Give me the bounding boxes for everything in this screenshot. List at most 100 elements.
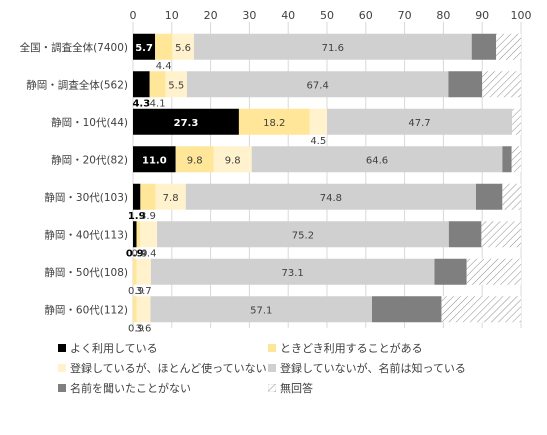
data-label: 4.4 [141,248,157,259]
bar-segment [251,146,503,173]
legend-item-never-heard: 名前を聞いたことがない [58,380,268,396]
bar-segment [482,71,521,98]
legend-swatch [58,384,66,392]
bar-segment [213,146,252,173]
data-label: 71.6 [322,43,344,54]
x-tick-label: 60 [359,9,373,22]
category-label: 静岡・10代(44) [51,116,128,129]
x-tick-label: 0 [130,9,137,22]
data-label: 3.7 [136,286,152,297]
x-tick-label: 30 [242,9,256,22]
bar-segment [481,221,521,248]
x-tick-label: 40 [281,9,295,22]
x-tick-label: 80 [436,9,450,22]
data-label: 7.8 [163,193,179,204]
legend-swatch [58,344,66,352]
legend-item-no-answer: 無回答 [268,380,538,396]
bar-segment [140,183,156,210]
data-label: 5.6 [175,43,191,54]
legend-label: ときどき利用することがある [280,342,423,355]
bar-segment [496,33,521,60]
category-label: 静岡・50代(108) [44,266,128,279]
bar-segment [136,296,151,323]
data-label: 67.4 [307,80,329,91]
data-label: 3.6 [136,323,152,334]
data-label: 5.7 [135,43,153,54]
bar-segment [372,296,442,323]
bar-segment [165,71,187,98]
x-tick-label: 50 [320,9,334,22]
bar-segment [133,183,141,210]
data-label: 57.1 [250,305,272,316]
legend-swatch [268,384,276,392]
bar-segment [448,221,482,248]
legend-label: 登録しているが、ほとんど使っていない [70,362,267,375]
bar-segment [475,183,503,210]
bar-segment [238,108,310,135]
data-label: 5.5 [168,80,184,91]
data-label: 74.8 [320,193,342,204]
legend-swatch [268,344,276,352]
chart: 0 10 20 30 40 50 60 70 80 90 100 全国・調査全体(7400) 静岡・調… [20,9,532,335]
legend-label: よく利用している [70,342,158,355]
data-label: 64.6 [366,155,388,166]
bar-segment [133,33,156,60]
data-label: 27.3 [174,118,199,129]
data-label: 4.5 [310,136,326,147]
bar-segment [136,221,140,248]
legend-item-sometimes: ときどき利用することがある [268,340,538,356]
data-labels: 5.74.45.6 71.64.3 4.15.5 67.427.3 18.24.547.… [126,43,431,335]
bar-segment [175,146,214,173]
bar-segment [133,71,150,98]
bar-segment [186,71,449,98]
data-label: 11.0 [142,155,167,166]
category-label: 全国・調査全体(7400) [20,41,128,54]
bar-segment [466,258,521,285]
data-label: 18.2 [263,118,285,129]
bar-segment [511,146,521,173]
bar-segment [185,183,476,210]
data-label: 0.9 [132,248,148,259]
legend-item-known-not-registered: 登録していないが、名前は知っている [268,360,538,376]
data-label: 4.1 [150,98,166,109]
data-label: 3.9 [140,211,156,222]
x-tick-label: 100 [511,9,532,22]
bar-segment [512,108,521,135]
x-tick-label: 10 [165,9,179,22]
legend-label: 無回答 [280,382,313,395]
bar-segment [149,71,166,98]
bar-segment [434,258,467,285]
data-label: 0.9 [126,248,144,259]
data-label: 47.7 [408,118,430,129]
category-label: 静岡・40代(113) [44,228,128,241]
category-label: 静岡・調査全体(562) [26,78,128,91]
bar-segment [133,258,137,285]
legend-label: 名前を聞いたことがない [70,382,191,395]
bar-segment [309,108,327,135]
legend-swatch [268,364,276,372]
bars [133,33,521,323]
bar-segment [502,183,521,210]
data-label: 4.3 [132,98,150,109]
bar-segment [441,296,521,323]
data-label: 0.9 [128,286,144,297]
legend-label: 登録していないが、名前は知っている [280,362,466,375]
data-label: 0.9 [128,323,144,334]
bar-segment [133,108,239,135]
data-label: 4.4 [156,61,172,72]
bar-segment [502,146,512,173]
legend-swatch [58,364,66,372]
bar-segment [133,221,137,248]
category-label: 静岡・20代(82) [51,153,128,166]
legend: よく利用している ときどき利用することがある 登録しているが、ほとんど使っていな… [58,338,538,398]
category-labels: 全国・調査全体(7400) 静岡・調査全体(562) 静岡・10代(44) 静岡・20… [20,41,128,317]
data-label: 75.2 [292,230,314,241]
data-label: 73.1 [282,268,304,279]
legend-item-frequent: よく利用している [58,340,268,356]
bar-segment [150,296,373,323]
x-axis-ticks: 0 10 20 30 40 50 60 70 80 90 100 [130,9,532,22]
bar-segment [327,108,513,135]
x-tick-label: 20 [204,9,218,22]
bar-segment [172,33,194,60]
bar-segment [155,33,173,60]
